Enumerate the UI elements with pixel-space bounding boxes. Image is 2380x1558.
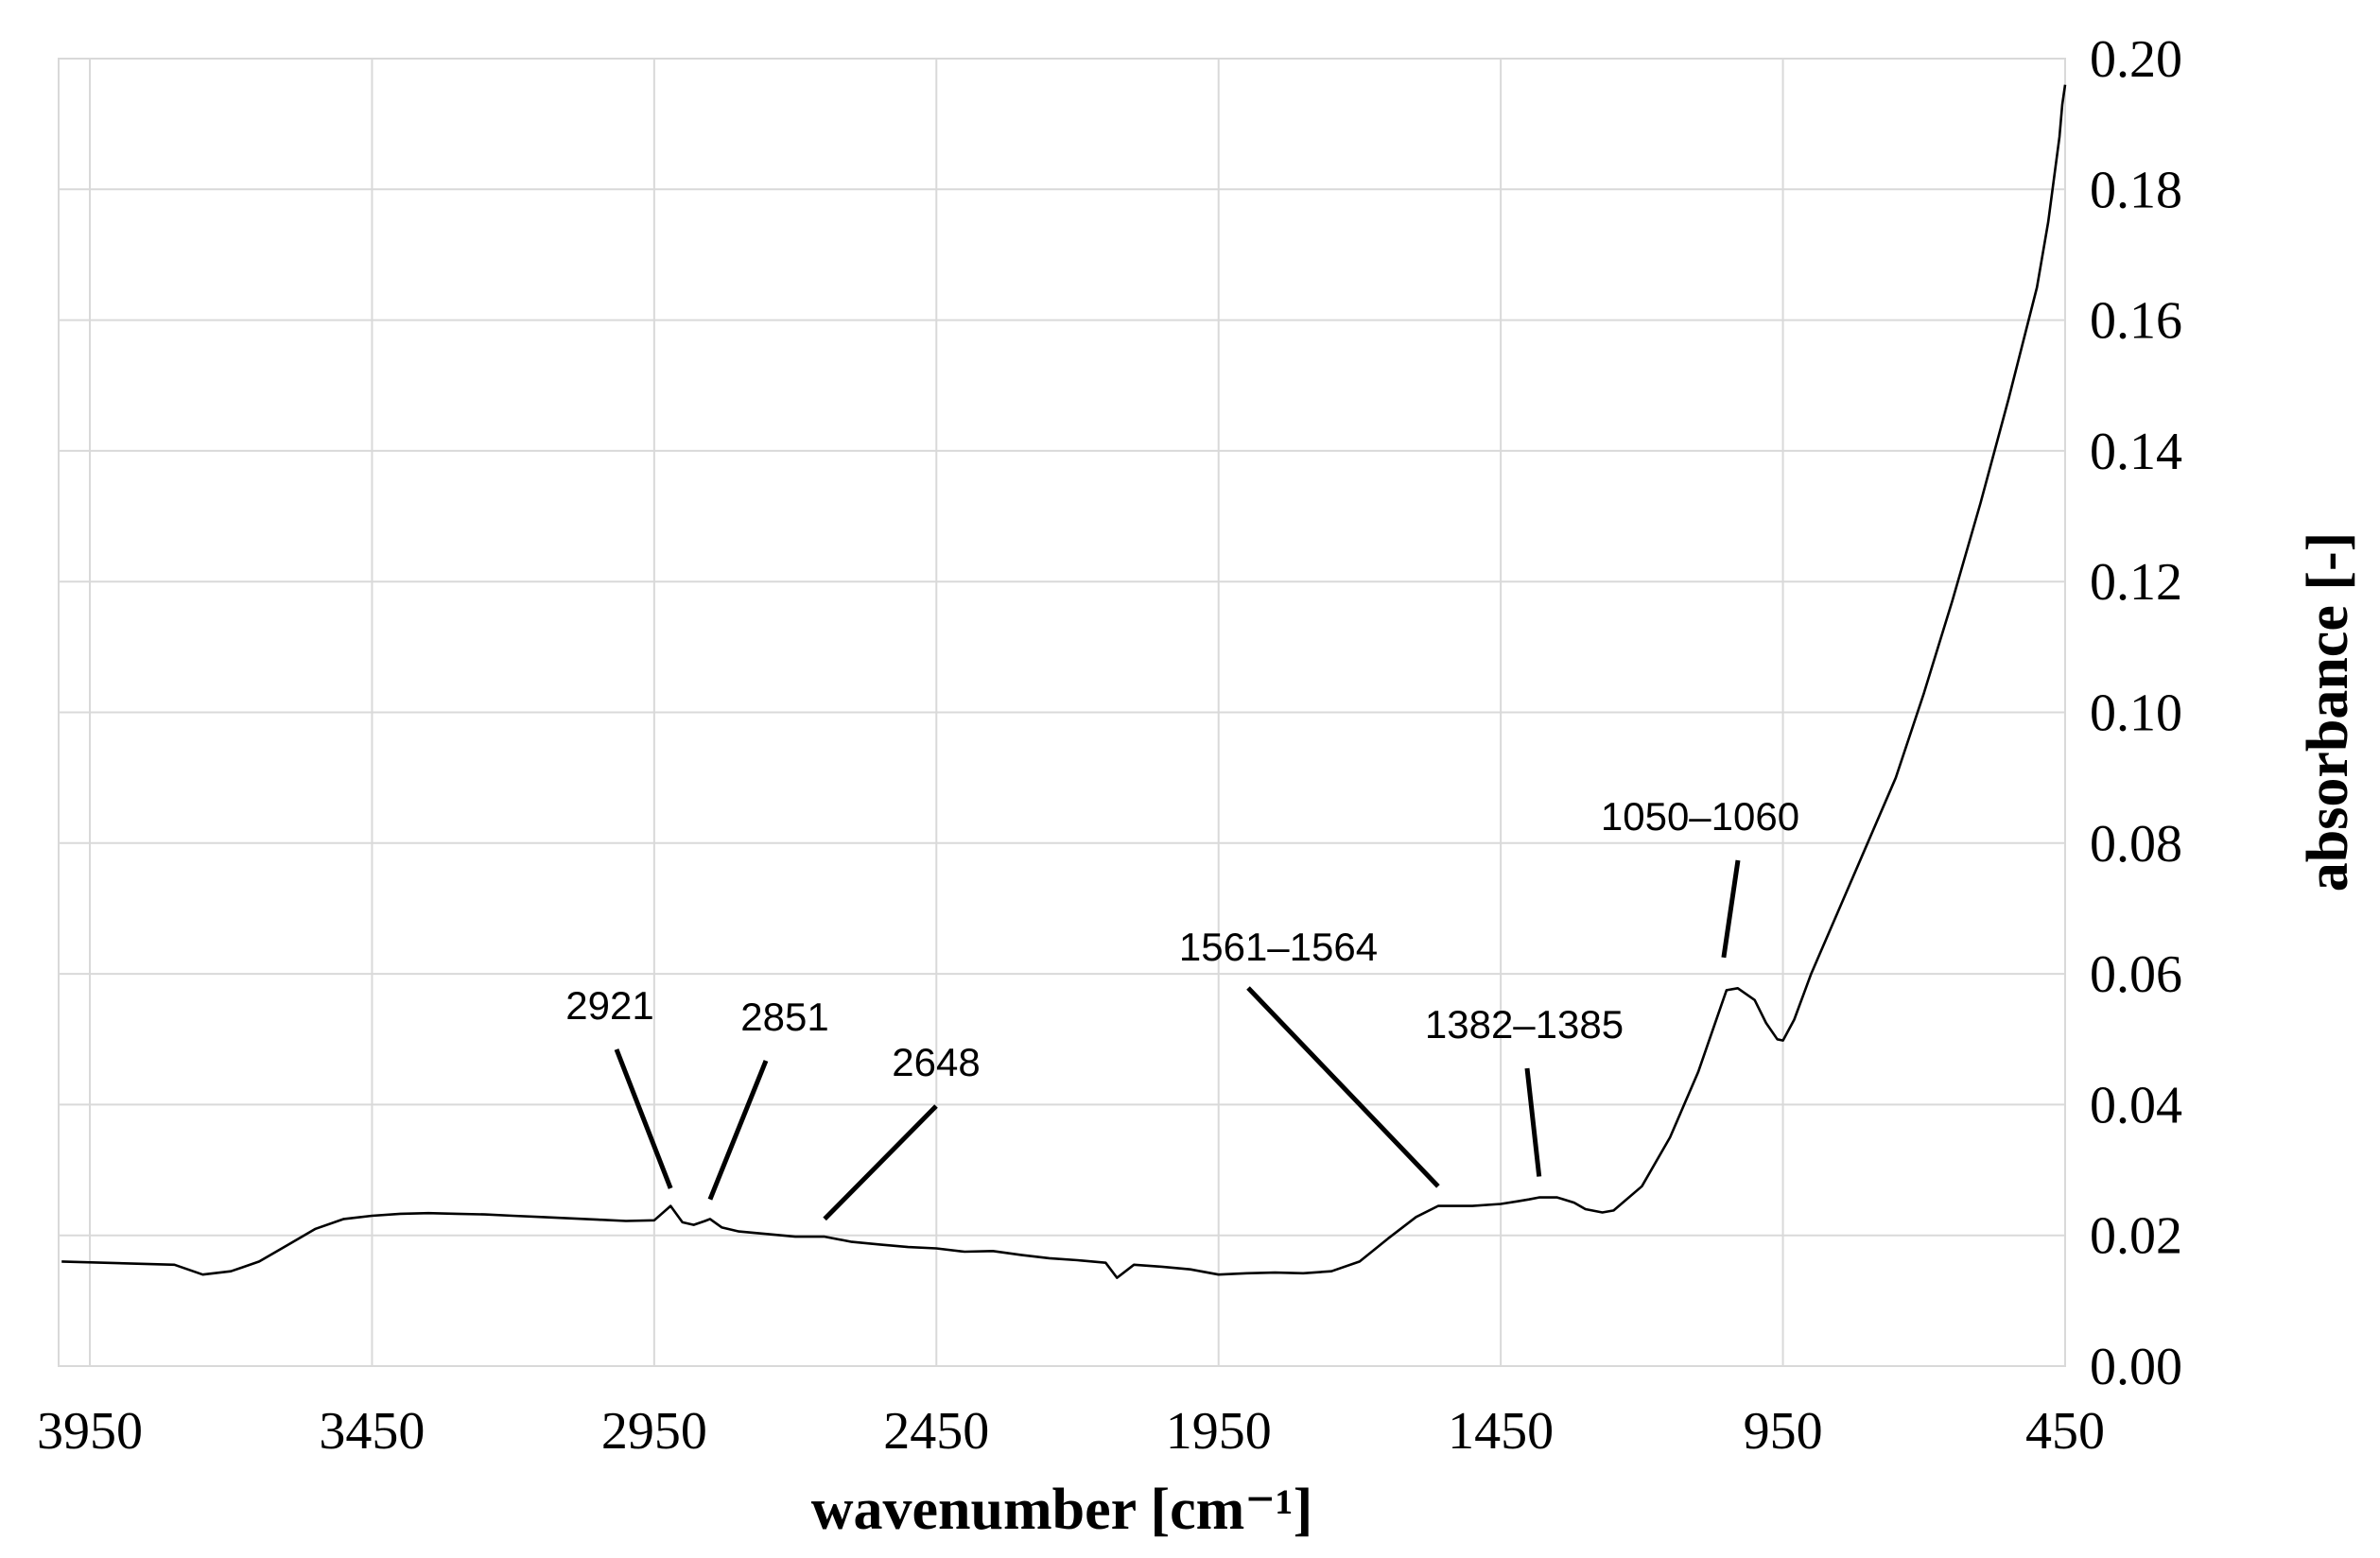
x-tick-label: 2950 (601, 1402, 707, 1461)
y-tick-label: 0.06 (2090, 945, 2182, 1004)
y-tick-label: 0.10 (2090, 684, 2182, 743)
annotation-label: 1561–1564 (1179, 925, 1378, 969)
y-tick-label: 0.00 (2090, 1338, 2182, 1396)
gridlines (59, 58, 2066, 1367)
annotation-label: 2648 (892, 1040, 980, 1084)
y-tick-label: 0.02 (2090, 1207, 2182, 1266)
annotations: 2921 2851 2648 1561–1564 1382–1385 1050–1060 (565, 794, 1799, 1221)
plot-frame (58, 58, 2066, 1367)
annotation-label: 2921 (565, 983, 653, 1028)
annotation-label: 1050–1060 (1601, 794, 1799, 839)
y-tick-label: 0.08 (2090, 815, 2182, 874)
y-tick-label: 0.14 (2090, 423, 2182, 481)
x-tick-label: 3950 (37, 1402, 143, 1461)
x-tick-label: 1450 (1448, 1402, 1554, 1461)
y-tick-label: 0.12 (2090, 553, 2182, 612)
y-tick-label: 0.20 (2090, 30, 2182, 89)
annotation-leader-line (823, 1104, 938, 1221)
x-tick-label: 450 (2025, 1402, 2105, 1461)
annotation-label: 2851 (740, 995, 828, 1039)
x-tick-label: 2450 (883, 1402, 989, 1461)
annotation-leader-line (707, 1060, 769, 1201)
y-axis-title: absorbance [-] (2296, 532, 2360, 892)
x-axis-title: wavenumber [cm⁻¹] (811, 1478, 1313, 1542)
y-tick-label: 0.18 (2090, 161, 2182, 219)
x-tick-label: 1950 (1166, 1402, 1272, 1461)
annotation-leader-line (1524, 1067, 1542, 1177)
x-tick-label: 950 (1744, 1402, 1823, 1461)
annotation-leader-line (1721, 859, 1741, 959)
annotation-leader-line (1246, 986, 1440, 1188)
y-tick-labels: 0.00 0.02 0.04 0.06 0.08 0.10 0.12 0.14 0.16 0.18… (2090, 30, 2182, 1396)
y-tick-label: 0.04 (2090, 1076, 2182, 1134)
x-tick-labels: 3950 3450 2950 2450 1950 1450 950 450 (37, 1402, 2105, 1461)
y-tick-label: 0.16 (2090, 292, 2182, 351)
annotation-leader-line (614, 1048, 673, 1189)
annotation-label: 1382–1385 (1425, 1002, 1624, 1047)
series-layer (61, 84, 2067, 1279)
x-tick-label: 3450 (319, 1402, 425, 1461)
series-line (61, 84, 2067, 1279)
